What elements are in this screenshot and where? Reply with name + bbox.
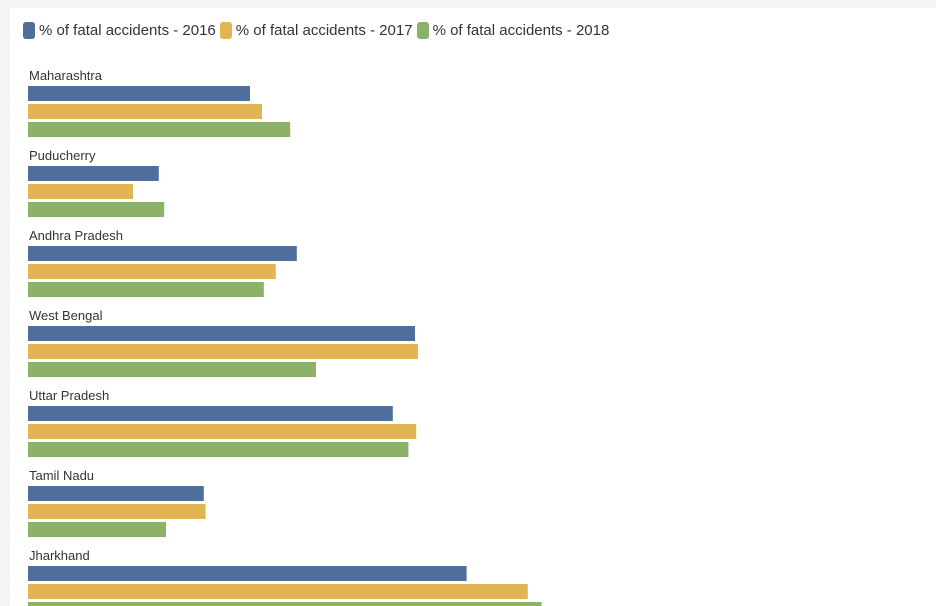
bar-west-bengal-2016[interactable] — [28, 326, 415, 341]
bar-chart-plot: Maharashtra Puducherry Andhra Pradesh West … — [28, 68, 542, 606]
bar-jharkhand-2018[interactable] — [28, 602, 542, 606]
chart-legend: % of fatal accidents - 2016 % of fatal a… — [23, 22, 613, 39]
legend-item-2017[interactable]: % of fatal accidents - 2017 — [219, 22, 413, 39]
legend-item-2016[interactable]: % of fatal accidents - 2016 — [23, 22, 216, 39]
bar-puducherry-2016[interactable] — [28, 166, 159, 181]
bar-tamil-nadu-2016[interactable] — [28, 486, 204, 501]
bar-puducherry-2017[interactable] — [28, 184, 133, 199]
legend-label-2018: % of fatal accidents - 2018 — [432, 22, 610, 39]
category-label: Jharkhand — [29, 548, 90, 563]
legend-label-2017: % of fatal accidents - 2017 — [235, 22, 413, 39]
bar-andhra-pradesh-2017[interactable] — [28, 264, 276, 279]
legend-swatch-2016 — [23, 22, 35, 39]
category-label: Maharashtra — [29, 68, 103, 83]
category-label: West Bengal — [29, 308, 103, 323]
bar-uttar-pradesh-2018[interactable] — [28, 442, 409, 457]
bar-andhra-pradesh-2018[interactable] — [28, 282, 264, 297]
bar-maharashtra-2018[interactable] — [28, 122, 291, 137]
bar-west-bengal-2018[interactable] — [28, 362, 316, 377]
bar-maharashtra-2016[interactable] — [28, 86, 250, 101]
category-label: Tamil Nadu — [29, 468, 94, 483]
bar-andhra-pradesh-2016[interactable] — [28, 246, 297, 261]
bar-west-bengal-2017[interactable] — [28, 344, 418, 359]
bar-puducherry-2018[interactable] — [28, 202, 165, 217]
bar-jharkhand-2016[interactable] — [28, 566, 467, 581]
bar-jharkhand-2017[interactable] — [28, 584, 528, 599]
bar-uttar-pradesh-2017[interactable] — [28, 424, 417, 439]
legend-swatch-2017 — [219, 22, 232, 39]
legend-label-2016: % of fatal accidents - 2016 — [39, 22, 216, 39]
category-label: Puducherry — [29, 148, 96, 163]
bar-tamil-nadu-2018[interactable] — [28, 522, 166, 537]
chart-card: % of fatal accidents - 2016 % of fatal a… — [10, 8, 936, 606]
legend-swatch-2018 — [416, 22, 429, 39]
category-label: Uttar Pradesh — [29, 388, 109, 403]
legend-item-2018[interactable]: % of fatal accidents - 2018 — [416, 22, 610, 39]
category-label: Andhra Pradesh — [29, 228, 123, 243]
bar-uttar-pradesh-2016[interactable] — [28, 406, 393, 421]
bar-maharashtra-2017[interactable] — [28, 104, 262, 119]
bar-tamil-nadu-2017[interactable] — [28, 504, 206, 519]
